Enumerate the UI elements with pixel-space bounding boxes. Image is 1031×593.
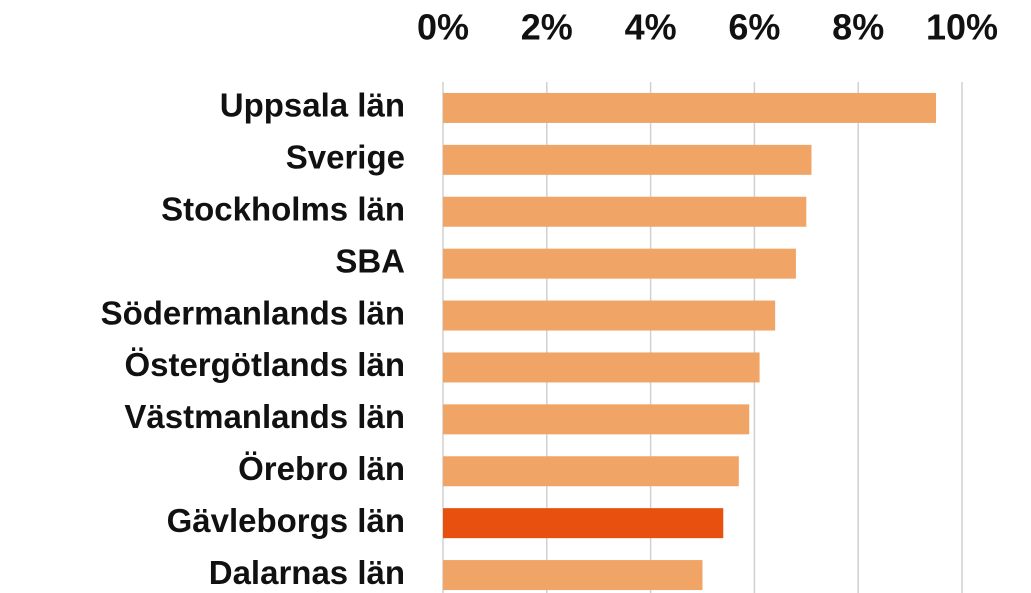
- x-tick-label: 2%: [521, 7, 573, 48]
- x-tick-label: 8%: [832, 7, 884, 48]
- y-tick-label: SBA: [335, 242, 405, 279]
- x-tick-label: 10%: [926, 7, 998, 48]
- y-tick-label: Dalarnas län: [209, 554, 405, 591]
- y-tick-label: Västmanlands län: [124, 398, 405, 435]
- y-tick-label: Gävleborgs län: [167, 502, 405, 539]
- bar: [443, 508, 724, 539]
- y-tick-label: Södermanlands län: [101, 294, 405, 331]
- bar: [443, 92, 937, 123]
- x-tick-label: 6%: [728, 7, 780, 48]
- bar: [443, 144, 812, 175]
- bar: [443, 404, 750, 435]
- bar: [443, 248, 796, 279]
- bar: [443, 300, 776, 331]
- x-tick-label: 0%: [417, 7, 469, 48]
- bar: [443, 196, 807, 227]
- bar: [443, 560, 703, 591]
- y-tick-label: Örebro län: [238, 450, 405, 487]
- y-tick-label: Östergötlands län: [124, 346, 405, 383]
- y-tick-label: Stockholms län: [161, 190, 405, 227]
- y-tick-label: Uppsala län: [220, 87, 405, 124]
- bar: [443, 456, 739, 487]
- x-tick-label: 4%: [625, 7, 677, 48]
- bar: [443, 352, 760, 383]
- y-tick-label: Sverige: [286, 139, 405, 176]
